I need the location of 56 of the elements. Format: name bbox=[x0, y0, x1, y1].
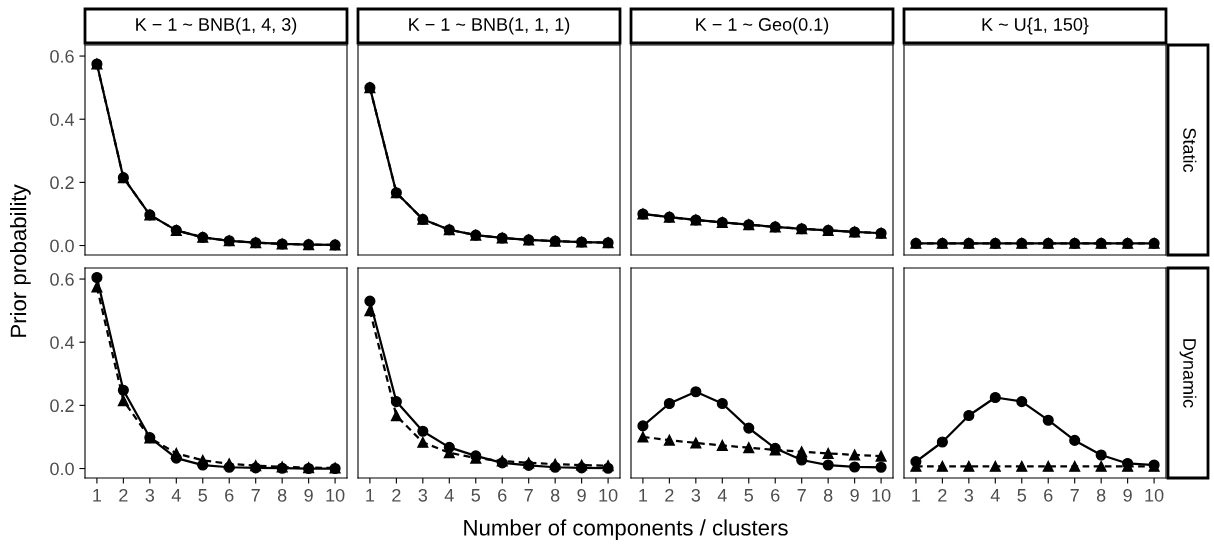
x-tick-label: 1 bbox=[912, 489, 921, 502]
x-tick-label: 5 bbox=[198, 489, 208, 502]
y-tick-label: 0.6 bbox=[50, 272, 74, 286]
x-tick-label: 8 bbox=[823, 488, 833, 502]
y-tick-label: 0.0 bbox=[50, 239, 74, 253]
chart-title: K − 1 ~ BNB(1, 4, 3) bbox=[136, 17, 297, 35]
x-tick-label: 9 bbox=[304, 488, 313, 502]
x-tick-label: 1 bbox=[366, 489, 375, 502]
x-tick-label: 6 bbox=[771, 488, 780, 502]
x-tick-label: 5 bbox=[1017, 489, 1027, 502]
y-tick-label: 0.2 bbox=[50, 399, 74, 413]
x-tick-label: 8 bbox=[277, 488, 287, 502]
x-tick-label: 10 bbox=[326, 488, 345, 502]
x-tick-label: 9 bbox=[1123, 488, 1132, 502]
x-tick-label: 6 bbox=[498, 488, 507, 502]
x-tick-label: 2 bbox=[392, 488, 401, 502]
x-tick-label: 3 bbox=[691, 488, 701, 502]
x-tick-label: 4 bbox=[444, 489, 454, 502]
x-tick-label: 2 bbox=[119, 488, 128, 502]
x-tick-label: 8 bbox=[1096, 488, 1106, 502]
x-tick-label: 6 bbox=[1044, 488, 1053, 502]
y-tick-label: 0.2 bbox=[50, 176, 74, 190]
x-tick-label: 10 bbox=[1145, 488, 1164, 502]
y2-axis-title: Static bbox=[1183, 128, 1197, 173]
y-tick-label: 0.6 bbox=[50, 49, 74, 63]
chart-title: K − 1 ~ BNB(1, 1, 1) bbox=[409, 17, 570, 35]
x-tick-label: 1 bbox=[639, 489, 648, 502]
x-tick-label: 2 bbox=[665, 488, 674, 502]
x-tick-label: 3 bbox=[145, 488, 155, 502]
y-tick-label: 0.4 bbox=[50, 336, 75, 349]
x-tick-label: 4 bbox=[717, 489, 727, 502]
x-tick-label: 9 bbox=[850, 488, 859, 502]
x-tick-label: 10 bbox=[872, 488, 891, 502]
x-tick-label: 2 bbox=[938, 488, 947, 502]
x-tick-label: 6 bbox=[225, 488, 234, 502]
x-tick-label: 7 bbox=[251, 489, 260, 502]
chart-title: K − 1 ~ Geo(0.1) bbox=[696, 17, 829, 35]
x-tick-label: 4 bbox=[990, 489, 1000, 502]
x-tick-label: 10 bbox=[599, 488, 618, 502]
x-tick-label: 7 bbox=[1070, 489, 1079, 502]
x-axis-title: Number of components / clusters bbox=[464, 519, 788, 540]
x-tick-label: 3 bbox=[418, 488, 428, 502]
y-tick-label: 0.0 bbox=[50, 462, 74, 476]
x-tick-label: 8 bbox=[550, 488, 560, 502]
y-axis-title: Prior probability bbox=[10, 184, 31, 337]
x-tick-label: 7 bbox=[797, 489, 806, 502]
y-tick-label: 0.4 bbox=[50, 113, 75, 126]
x-tick-label: 5 bbox=[744, 489, 754, 502]
x-tick-label: 9 bbox=[577, 488, 586, 502]
x-tick-label: 3 bbox=[964, 488, 974, 502]
x-tick-label: 4 bbox=[171, 489, 181, 502]
x-tick-label: 1 bbox=[93, 489, 102, 502]
x-tick-label: 7 bbox=[524, 489, 533, 502]
y2-axis-title: Dynamic bbox=[1179, 339, 1197, 408]
x-tick-label: 5 bbox=[471, 489, 481, 502]
chart-title: K ~ U{1, 150} bbox=[982, 17, 1089, 35]
